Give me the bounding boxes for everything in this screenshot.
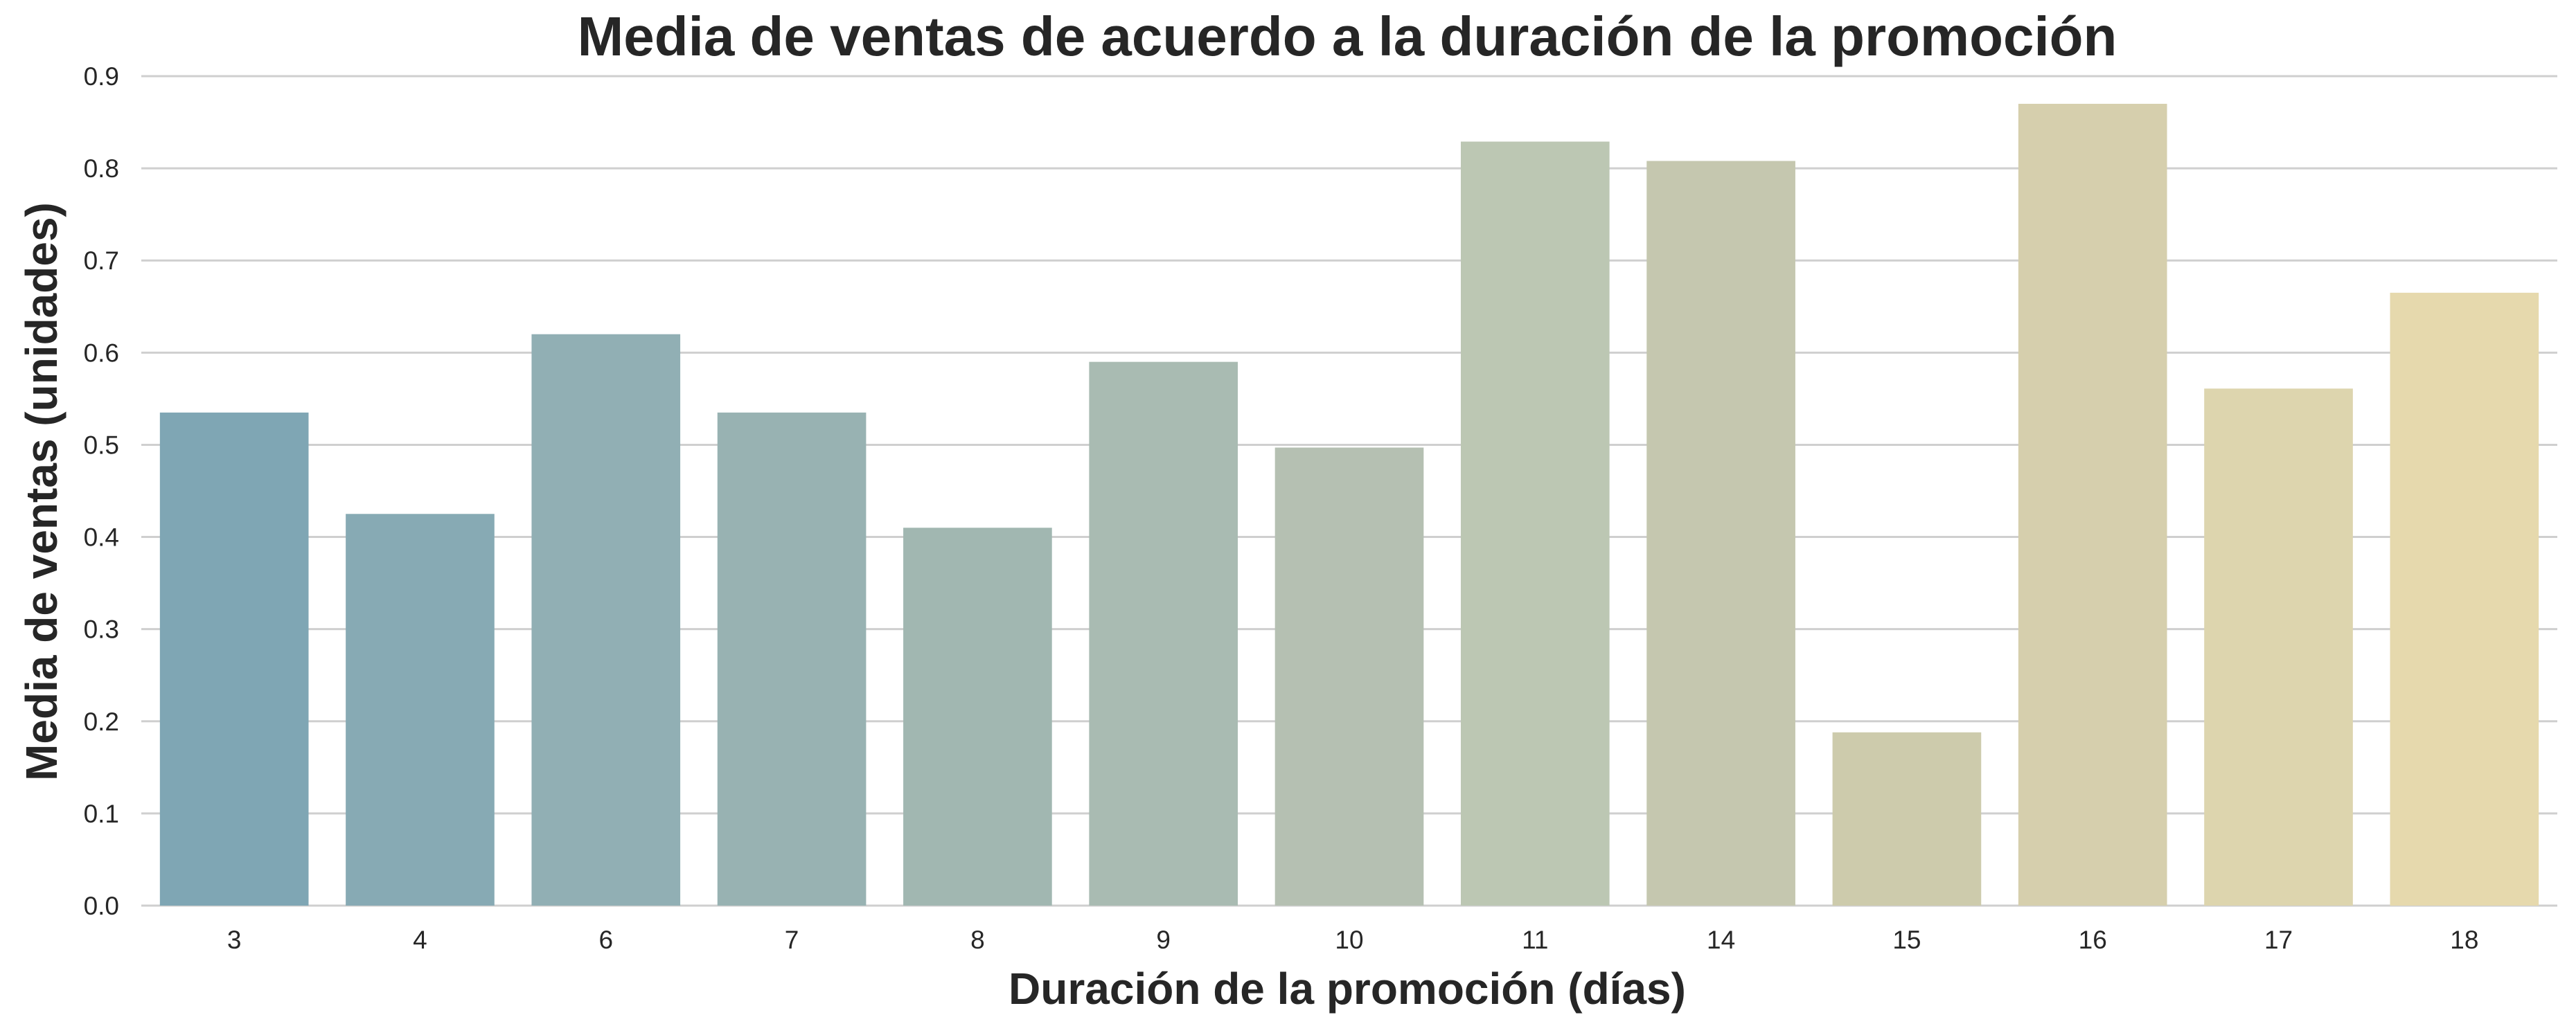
bar-16: [2018, 103, 2167, 906]
x-tick-label: 4: [413, 926, 427, 954]
bar-3: [159, 412, 309, 906]
y-axis-label: Media de ventas (unidades): [17, 202, 66, 781]
y-tick-label: 0.1: [84, 800, 119, 828]
x-tick-label: 3: [227, 926, 242, 954]
bar-8: [903, 528, 1052, 906]
bar-15: [1832, 732, 1982, 906]
x-tick-label: 17: [2264, 926, 2293, 954]
x-axis-label: Duración de la promoción (días): [1009, 964, 1686, 1014]
y-tick-label: 0.0: [84, 892, 119, 920]
x-tick-label: 6: [598, 926, 613, 954]
x-tick-label: 18: [2450, 926, 2478, 954]
x-tick-label: 9: [1156, 926, 1171, 954]
x-tick-labels: 3 4 6 7 8 9 10 11 14 15 16 17 18: [227, 926, 2479, 954]
x-tick-label: 7: [785, 926, 799, 954]
x-tick-label: 15: [1892, 926, 1921, 954]
x-tick-label: 8: [970, 926, 985, 954]
bars: [159, 103, 2539, 906]
bar-17: [2204, 388, 2353, 906]
y-tick-label: 0.7: [84, 246, 119, 275]
bar-10: [1274, 447, 1424, 906]
x-tick-label: 16: [2079, 926, 2107, 954]
y-tick-label: 0.8: [84, 154, 119, 183]
x-tick-label: 11: [1522, 926, 1548, 954]
y-tick-labels: 0.0 0.1 0.2 0.3 0.4 0.5 0.6 0.7 0.8 0.9: [84, 62, 119, 920]
y-tick-label: 0.9: [84, 62, 119, 91]
y-tick-label: 0.6: [84, 339, 119, 367]
bar-9: [1089, 361, 1238, 906]
bar-4: [346, 514, 495, 906]
y-tick-label: 0.4: [84, 523, 119, 552]
bar-7: [717, 412, 867, 906]
x-tick-label: 10: [1335, 926, 1363, 954]
y-tick-label: 0.3: [84, 616, 119, 644]
bar-6: [531, 334, 681, 906]
bar-18: [2390, 292, 2539, 906]
y-tick-label: 0.5: [84, 431, 119, 459]
chart-title: Media de ventas de acuerdo a la duración…: [578, 6, 2117, 67]
y-tick-label: 0.2: [84, 708, 119, 736]
x-tick-label: 14: [1707, 926, 1735, 954]
bar-11: [1460, 141, 1610, 906]
bar-14: [1646, 161, 1795, 906]
